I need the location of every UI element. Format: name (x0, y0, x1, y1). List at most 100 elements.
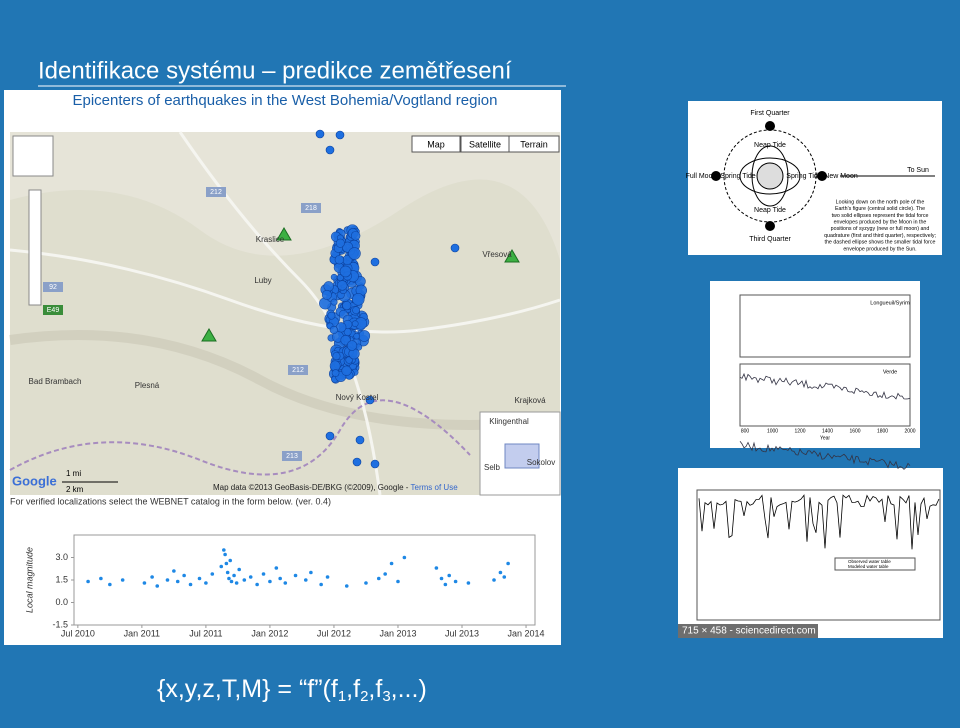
epicenter (352, 293, 365, 306)
plot-frame (739, 363, 911, 427)
point (237, 567, 241, 572)
plot-frame (696, 489, 941, 621)
terms-link[interactable]: Terms of Use (411, 483, 459, 492)
point (283, 581, 288, 585)
formula-part: ,f (368, 675, 382, 703)
tidal-envelope (739, 157, 801, 195)
point (219, 564, 224, 569)
epicenter (315, 129, 325, 139)
formula-part: ,...) (391, 675, 427, 703)
place-label: Sokolov (527, 458, 555, 467)
epicenter (329, 325, 338, 335)
point (506, 561, 510, 566)
series-line (739, 372, 911, 400)
point (242, 578, 247, 582)
subscript: 1 (338, 688, 346, 705)
figure-caption: envelope produced by the Sun. (843, 246, 916, 252)
point (225, 570, 230, 575)
figure-label: Spring Tide (786, 173, 822, 180)
zoom-slider (28, 189, 42, 306)
station (201, 328, 217, 342)
point (402, 555, 407, 560)
figure-label: First Quarter (750, 110, 790, 117)
point (142, 581, 147, 585)
point (364, 581, 368, 585)
badge (678, 624, 818, 638)
slide-title: Identifikace systému – predikce zemětřes… (38, 57, 512, 84)
point (344, 584, 349, 588)
place-label: Vřesová (482, 250, 512, 259)
road-shield (206, 187, 226, 197)
water-figure (678, 468, 943, 638)
map-type-button[interactable] (508, 135, 560, 153)
figure-caption: positions of syzygy (new or full moon) a… (831, 226, 930, 232)
series-line (698, 494, 940, 550)
epicenter (342, 301, 352, 311)
place-label: Krajková (514, 396, 546, 405)
terrain (9, 330, 561, 430)
x-tick-label: Jan 2012 (251, 628, 288, 638)
point (172, 569, 176, 573)
point (255, 582, 259, 587)
figure-caption: envelopes produced by the Moon in the (834, 220, 927, 226)
map-note: For verified localizations select the WE… (10, 496, 331, 506)
epicenter (341, 365, 352, 376)
x-tick-label: Jan 2011 (124, 628, 160, 638)
station (504, 249, 520, 263)
epicenter (352, 457, 362, 467)
point (293, 573, 298, 578)
point (274, 566, 279, 570)
place-label: Nový Kostel (336, 393, 379, 402)
figure-caption: the dashed ellipse shows the smaller tid… (825, 240, 936, 246)
epicenter (352, 306, 360, 315)
series-line (739, 441, 911, 470)
terrain (10, 179, 560, 495)
badge-text: 715 × 458 - sciencedirect.com (682, 626, 816, 637)
y-tick-label: 1.5 (55, 574, 68, 584)
epicenter (325, 431, 335, 441)
road-label: E49 (47, 307, 60, 314)
epicenter (365, 395, 375, 405)
road-label: 92 (49, 284, 57, 291)
epicenter (346, 340, 358, 351)
road-label: 212 (292, 367, 304, 374)
map-type-button[interactable] (411, 135, 461, 153)
figure-label: New Moon (824, 173, 858, 180)
place-label: Kraslice (256, 235, 285, 244)
point (222, 548, 226, 552)
x-tick-label: 1800 (877, 428, 888, 434)
point (175, 579, 180, 584)
x-tick-label: Jul 2010 (61, 628, 95, 638)
epicenter (330, 298, 338, 306)
point (261, 572, 266, 576)
road-shield (288, 365, 308, 375)
attribution: Map data ©2013 GeoBasis-DE/BKG (©2009), … (213, 483, 458, 492)
road-shield (282, 451, 302, 461)
road-shield (301, 203, 321, 213)
point (86, 579, 90, 584)
epicenter (351, 320, 359, 328)
x-tick-label: Jul 2013 (445, 628, 479, 638)
place-label: Klingenthal (489, 417, 529, 426)
x-tick-label: 1200 (794, 428, 805, 434)
place-label: Luby (254, 276, 271, 285)
road-label: 212 (210, 189, 222, 196)
point (229, 579, 234, 584)
point (99, 576, 103, 581)
point (466, 581, 471, 585)
figure-caption: Looking down on the north pole of the (836, 199, 925, 205)
point (278, 576, 282, 581)
formula: {x,y,z,T,M} = “f”(f1,f2,f3,...) (157, 675, 427, 705)
plot-frame (739, 294, 911, 358)
road-shield (43, 305, 63, 315)
point (108, 582, 112, 587)
moon-figure (688, 101, 942, 255)
road (9, 248, 561, 334)
y-tick-label: -1.5 (52, 619, 68, 629)
point (155, 584, 160, 588)
point (325, 575, 330, 579)
point (228, 558, 233, 563)
point (248, 575, 253, 579)
point (197, 576, 202, 581)
